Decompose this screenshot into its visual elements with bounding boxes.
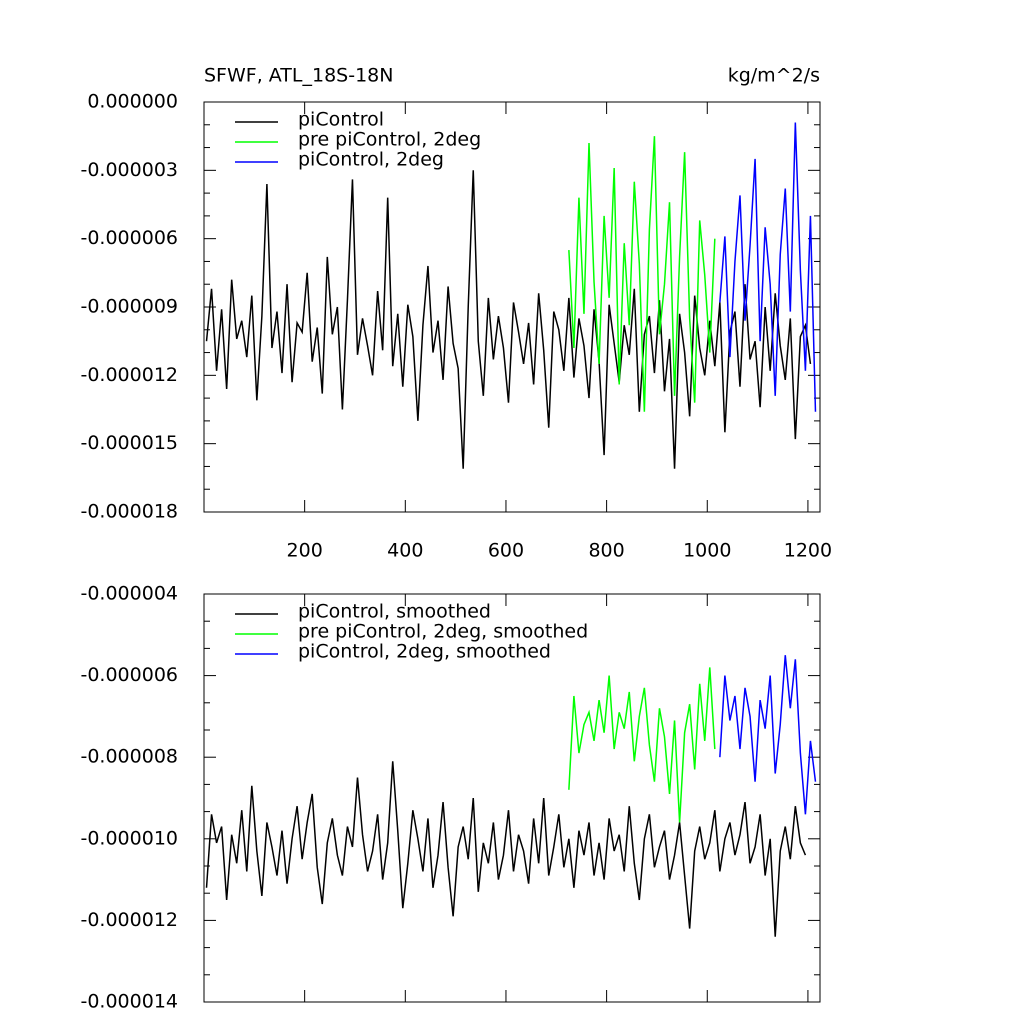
legend-label: piControl, 2deg <box>298 149 444 171</box>
y-tick-label: -0.000006 <box>80 664 178 686</box>
y-tick-label: -0.000008 <box>80 746 178 768</box>
legend-label: pre piControl, 2deg, smoothed <box>298 621 588 643</box>
y-tick-label: -0.000014 <box>80 991 178 1013</box>
y-tick-label: -0.000012 <box>80 909 178 931</box>
legend-label: piControl <box>298 109 384 131</box>
data-line <box>205 170 812 469</box>
x-tick-label: 600 <box>488 540 524 562</box>
y-tick-label: -0.000003 <box>80 159 178 181</box>
data-line <box>719 122 817 412</box>
x-tick-label: 800 <box>588 540 624 562</box>
y-tick-label: -0.000015 <box>80 432 178 454</box>
legend-label: piControl, 2deg, smoothed <box>298 641 551 663</box>
data-line <box>205 761 807 937</box>
legend-label: piControl, smoothed <box>298 601 491 623</box>
y-tick-label: -0.000009 <box>80 296 178 318</box>
plot-frame <box>203 593 821 1003</box>
y-tick-label: -0.000012 <box>80 364 178 386</box>
y-tick-label: -0.000018 <box>80 501 178 523</box>
x-tick-label: 400 <box>387 540 423 562</box>
y-tick-label: -0.000010 <box>80 827 178 849</box>
units-label: kg/m^2/s <box>728 65 820 87</box>
data-line <box>719 655 817 815</box>
y-tick-label: -0.000004 <box>80 583 178 605</box>
y-tick-label: 0.000000 <box>87 91 178 113</box>
x-tick-label: 200 <box>287 540 323 562</box>
x-tick-label: 1200 <box>784 540 832 562</box>
y-tick-label: -0.000006 <box>80 227 178 249</box>
data-line <box>568 667 716 823</box>
chart-title: SFWF, ATL_18S-18N <box>204 65 393 87</box>
data-line <box>568 136 716 412</box>
x-tick-label: 1000 <box>683 540 731 562</box>
legend-label: pre piControl, 2deg <box>298 129 481 151</box>
